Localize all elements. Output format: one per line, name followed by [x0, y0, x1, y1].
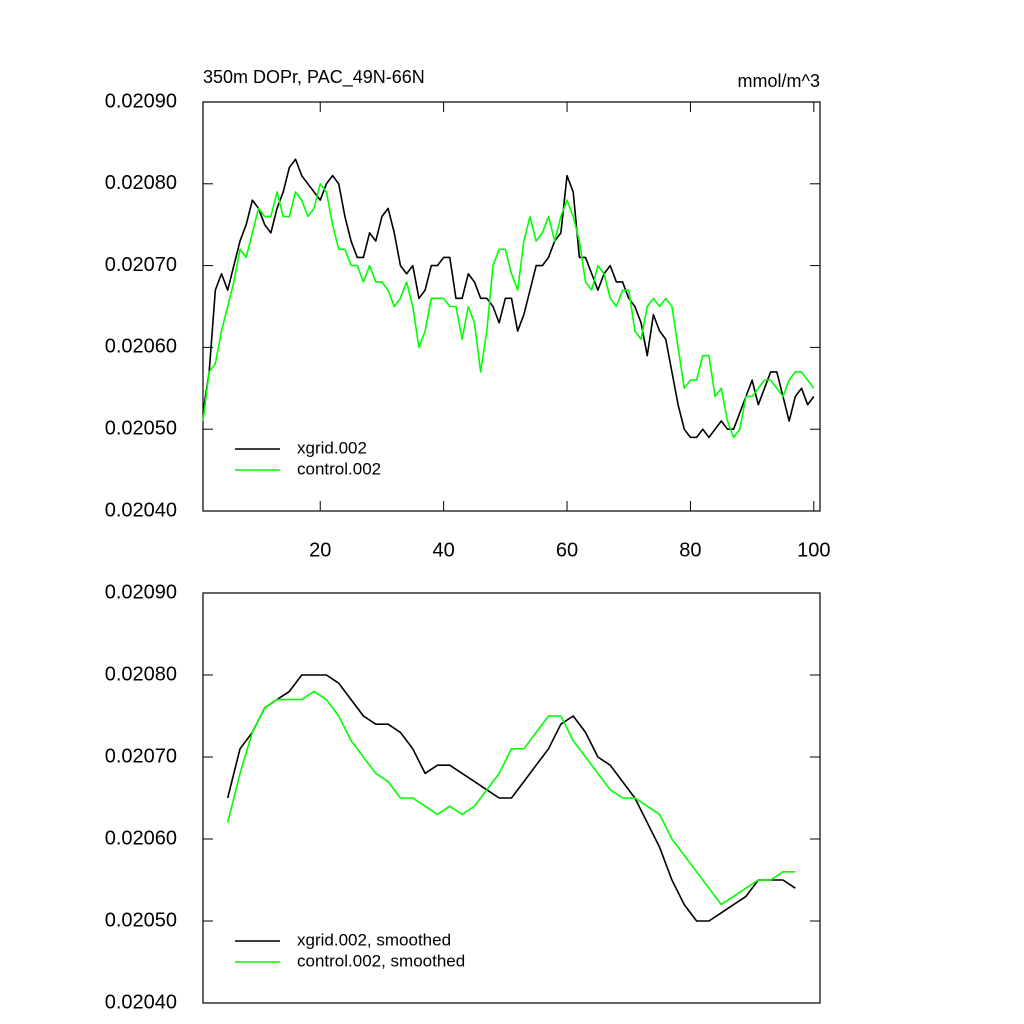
- y-tick-label: 0.02090: [105, 90, 177, 112]
- legend-label: xgrid.002: [297, 438, 367, 457]
- data-line: [226, 674, 796, 922]
- chart-title: 350m DOPr, PAC_49N-66N: [203, 67, 425, 88]
- x-tick-label: 80: [679, 539, 701, 561]
- y-tick-label: 0.02070: [105, 745, 177, 767]
- plot-frame: [202, 101, 821, 512]
- y-tick-label: 0.02040: [105, 499, 177, 521]
- x-tick-label: 60: [556, 539, 578, 561]
- units-label: mmol/m^3: [738, 71, 820, 91]
- y-tick-label: 0.02060: [105, 827, 177, 849]
- y-tick-label: 0.02080: [105, 663, 177, 685]
- legend-label: xgrid.002, smoothed: [297, 930, 451, 949]
- y-tick-label: 0.02050: [105, 417, 177, 439]
- data-line: [202, 158, 815, 439]
- data-line: [202, 183, 815, 439]
- plot-frame: [202, 592, 821, 1004]
- y-tick-label: 0.02080: [105, 172, 177, 194]
- y-tick-label: 0.02040: [105, 991, 177, 1013]
- legend-label: control.002: [297, 459, 381, 478]
- y-tick-label: 0.02060: [105, 336, 177, 358]
- x-tick-label: 40: [433, 539, 455, 561]
- y-tick-label: 0.02050: [105, 909, 177, 931]
- legend-label: control.002, smoothed: [297, 951, 465, 970]
- x-tick-label: 20: [309, 539, 331, 561]
- data-line: [226, 690, 796, 906]
- y-tick-label: 0.02070: [105, 254, 177, 276]
- y-tick-label: 0.02090: [105, 581, 177, 603]
- x-tick-label: 100: [797, 539, 830, 561]
